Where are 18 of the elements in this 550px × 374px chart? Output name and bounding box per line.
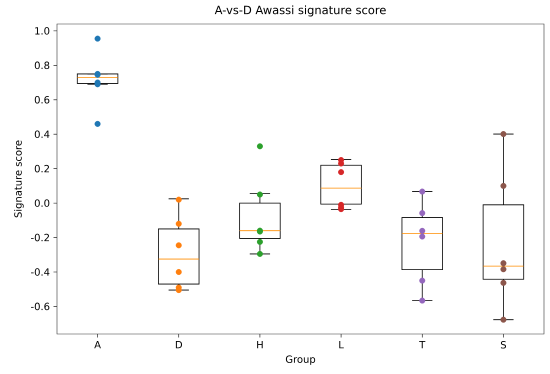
x-tick-label: S [500,341,506,349]
y-tick-label: -0.4 [31,268,50,276]
y-tick-label: 0.2 [34,164,49,172]
x-axis-title: Group [286,355,316,365]
x-tick-label: T [419,341,426,348]
x-tick-label: H [257,341,263,348]
y-tick-label: -0.2 [31,234,49,242]
y-axis-title: Signature score [14,140,24,218]
y-tick-label: 0.4 [34,130,50,138]
y-tick-label: -0.6 [31,302,50,310]
y-tick-label: 1.0 [35,27,50,35]
x-tick-label: L [339,341,344,348]
y-tick-label: 0.8 [34,62,50,70]
y-tick-label: 0.0 [34,199,50,207]
x-tick-label: D [176,341,182,348]
y-tick-label: 0.6 [34,96,50,104]
chart-title: A-vs-D Awassi signature score [214,5,386,16]
x-tick-label: A [94,341,101,348]
